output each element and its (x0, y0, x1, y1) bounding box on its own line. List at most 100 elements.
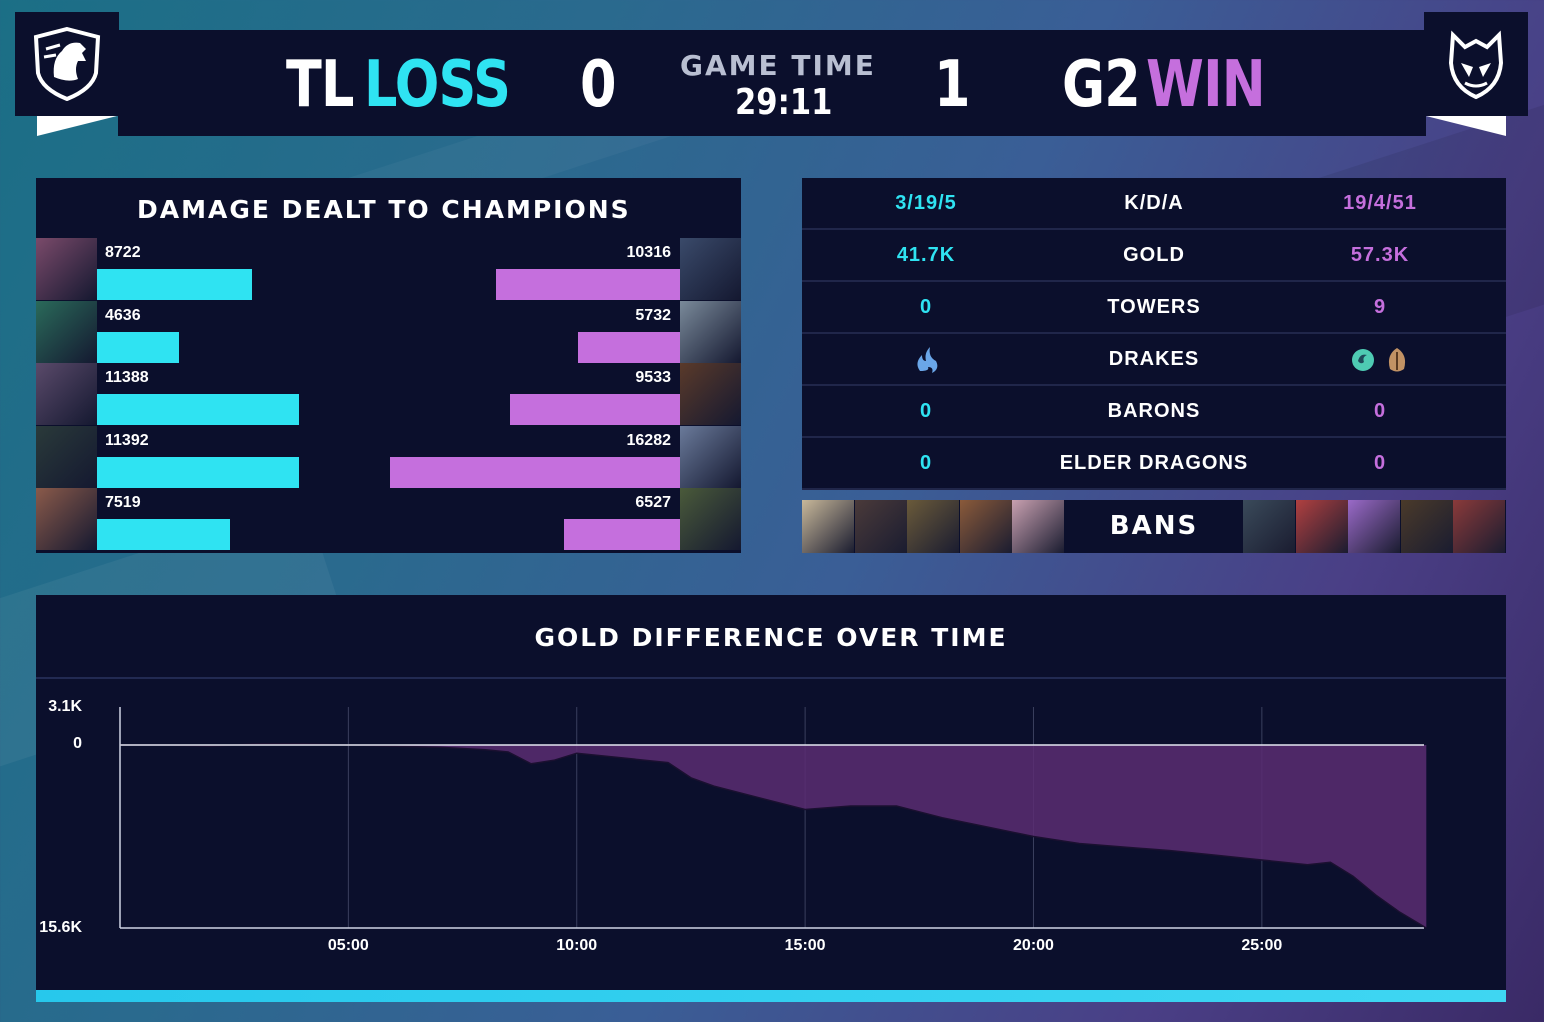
bottom-accent-strip (36, 990, 1506, 1002)
g2-ban-portrait (1400, 500, 1453, 553)
game-time-value: 29:11 (735, 82, 833, 123)
tl-stat-value: 3/19/5 (895, 192, 957, 214)
stat-label: ELDER DRAGONS (1059, 452, 1249, 474)
g2-champion-portrait (680, 363, 741, 425)
g2-champion-portrait (680, 300, 741, 363)
g2-champion-portrait (680, 238, 741, 300)
tl-damage-bar (97, 456, 299, 488)
g2-ban-portrait (1295, 500, 1348, 553)
g2-damage-value: 9533 (635, 369, 671, 386)
x-axis-tick-label: 25:00 (1241, 937, 1283, 954)
left-banner-flag (37, 116, 117, 136)
tl-damage-value: 11392 (105, 431, 149, 449)
tl-champion-portrait (36, 488, 97, 550)
g2-damage-bar (510, 394, 680, 425)
right-team-result: WIN (1146, 48, 1266, 122)
g2-damage-value: 6527 (635, 494, 671, 511)
tl-ban-portrait (959, 500, 1012, 553)
stat-row-gold: 41.7K GOLD 57.3K (802, 230, 1506, 282)
tl-ban-portrait (1012, 500, 1064, 553)
left-team-score: 0 (580, 48, 617, 122)
g2-ban-portrait (1243, 500, 1295, 553)
tl-damage-bar (97, 519, 230, 550)
tl-stat-value: 0 (919, 452, 933, 474)
g2-ban-portrait (1348, 500, 1401, 553)
tl-damage-bar (97, 394, 299, 425)
tl-damage-bar (97, 331, 179, 363)
g2-stat-value (1280, 334, 1480, 384)
g2-samurai-logo-icon (1448, 30, 1504, 100)
damage-row: 4636 5732 (36, 300, 741, 363)
x-axis-tick-label: 05:00 (327, 937, 369, 954)
gold-chart-title: GOLD DIFFERENCE OVER TIME (534, 623, 1008, 652)
g2-damage-bar (390, 456, 680, 488)
scoreboard-bar (118, 30, 1426, 136)
tl-stat-value: 0 (919, 400, 933, 422)
damage-row: 11388 9533 (36, 363, 741, 425)
x-axis-tick-label: 15:00 (784, 937, 826, 954)
g2-champion-portrait (680, 488, 741, 550)
g2-damage-bar (578, 331, 680, 363)
team-stats-panel: 3/19/5 K/D/A 19/4/51 41.7K GOLD 57.3K 0 TOWERS 9… (802, 178, 1506, 490)
g2-damage-value: 5732 (635, 306, 671, 324)
g2-logo (1424, 12, 1528, 116)
right-team-score: 1 (934, 48, 971, 122)
stat-row-barons: 0 BARONS 0 (802, 386, 1506, 438)
tl-damage-value: 7519 (105, 494, 141, 511)
game-time-label: GAME TIME (680, 49, 876, 82)
stat-row-drakes: DRAKES (802, 334, 1506, 386)
damage-row: 8722 10316 (36, 238, 741, 300)
tl-stat-value (826, 334, 1026, 384)
mountain-drake-icon (1388, 347, 1406, 372)
damage-panel-title: DAMAGE DEALT TO CHAMPIONS (137, 195, 631, 224)
stat-row-towers: 0 TOWERS 9 (802, 282, 1506, 334)
ocean-drake-icon (1352, 348, 1374, 371)
tl-damage-value: 8722 (105, 244, 141, 261)
y-axis-bottom-label: 15.6K (39, 919, 82, 936)
stat-label: BARONS (1107, 400, 1201, 422)
left-team-result: LOSS (364, 48, 511, 122)
tl-ban-portrait (854, 500, 907, 553)
g2-stat-value: 0 (1373, 400, 1387, 422)
gold-difference-area (120, 743, 1427, 928)
g2-damage-bar (496, 269, 680, 300)
stat-label: TOWERS (1107, 296, 1201, 318)
gold-difference-line (120, 743, 1427, 929)
damage-row: 11392 16282 (36, 425, 741, 488)
cloud-drake-icon (917, 346, 938, 373)
stat-row-k-d-a: 3/19/5 K/D/A 19/4/51 (802, 178, 1506, 230)
stat-label: DRAKES (1108, 348, 1200, 370)
tl-damage-bar (97, 269, 252, 300)
tl-champion-portrait (36, 238, 97, 300)
damage-row: 7519 6527 (36, 488, 741, 550)
x-axis-tick-label: 20:00 (1013, 937, 1054, 954)
title-divider (36, 677, 1506, 679)
gold-difference-panel: GOLD DIFFERENCE OVER TIME 3.1K 0 15.6K 0… (36, 595, 1506, 990)
g2-damage-value: 10316 (626, 244, 672, 261)
y-axis-zero-label: 0 (73, 735, 82, 752)
x-axis-tick-label: 10:00 (556, 937, 598, 954)
y-axis-top-label: 3.1K (48, 698, 82, 715)
bans-label: BANS (1109, 511, 1199, 541)
left-team-name: TL (286, 48, 354, 122)
tl-ban-portrait (907, 500, 959, 553)
tl-champion-portrait (36, 363, 97, 425)
gold-difference-chart (119, 707, 1427, 929)
bans-panel: BANS (802, 500, 1506, 553)
stat-row-elder-dragons: 0 ELDER DRAGONS 0 (802, 438, 1506, 490)
tl-stat-value: 41.7K (896, 244, 956, 266)
tl-ban-portrait (802, 500, 854, 553)
g2-stat-value: 19/4/51 (1343, 192, 1417, 214)
g2-damage-value: 16282 (626, 431, 672, 449)
g2-damage-bar (564, 519, 680, 550)
tl-stat-value: 0 (919, 296, 933, 318)
tl-damage-value: 11388 (105, 369, 149, 386)
g2-ban-portrait (1453, 500, 1506, 553)
damage-panel: DAMAGE DEALT TO CHAMPIONS 8722 10316 4636 5… (36, 178, 741, 553)
g2-champion-portrait (680, 425, 741, 488)
g2-stat-value: 9 (1373, 296, 1387, 318)
tl-champion-portrait (36, 425, 97, 488)
team-liquid-logo (15, 12, 119, 116)
stat-label: GOLD (1123, 244, 1185, 266)
stat-label: K/D/A (1124, 192, 1184, 214)
